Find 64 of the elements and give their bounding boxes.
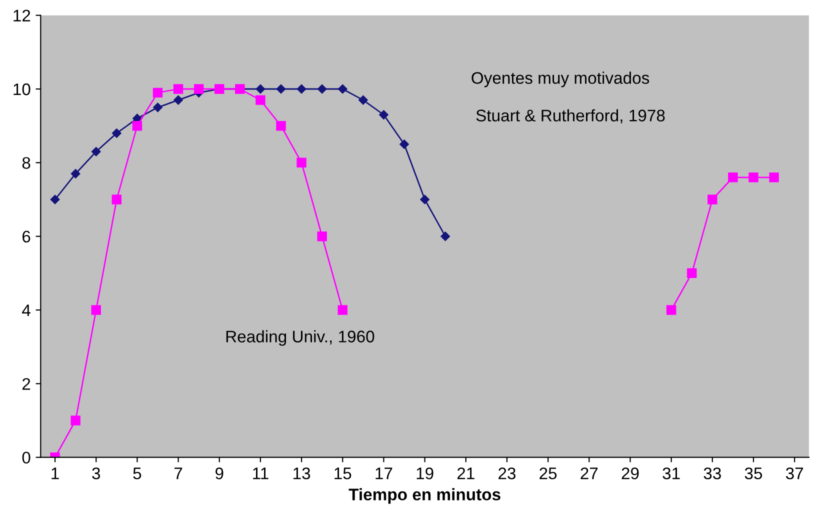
x-tick-label: 31 xyxy=(662,468,680,480)
y-tick-label: 12 xyxy=(14,10,30,22)
point xyxy=(91,305,101,315)
point xyxy=(174,95,183,105)
point xyxy=(112,194,122,204)
x-tick-label: 33 xyxy=(704,468,721,480)
x-tick-label: 9 xyxy=(216,468,224,480)
point xyxy=(50,194,60,204)
y-tick-label: 0 xyxy=(22,452,30,464)
x-tick-label: 37 xyxy=(786,468,803,480)
point xyxy=(358,95,368,105)
annotation: Reading Univ., 1960 xyxy=(226,330,374,346)
annotation: Stuart & Rutherford, 1978 xyxy=(476,109,665,124)
point xyxy=(708,194,718,204)
x-tick-label: 17 xyxy=(376,468,392,480)
point xyxy=(153,102,162,112)
point xyxy=(400,140,409,149)
x-tick-label: 7 xyxy=(174,468,182,480)
point xyxy=(317,231,327,242)
point xyxy=(276,84,286,94)
point xyxy=(194,84,204,94)
point xyxy=(728,172,738,182)
x-tick-label: 5 xyxy=(133,468,142,480)
x-tick-label: 27 xyxy=(580,468,598,480)
point xyxy=(70,416,80,426)
x-tick-label: 19 xyxy=(416,468,434,480)
x-tick-label: 25 xyxy=(540,468,557,480)
point xyxy=(276,120,286,131)
x-tick-label: 35 xyxy=(744,468,762,480)
point xyxy=(338,305,348,315)
point xyxy=(132,120,142,131)
x-tick-label: 15 xyxy=(334,468,352,480)
y-tick-label: 8 xyxy=(22,157,30,169)
x-tick-label: 23 xyxy=(498,468,516,480)
point xyxy=(296,158,306,168)
point xyxy=(91,146,101,156)
point xyxy=(379,110,388,120)
point xyxy=(256,95,266,105)
point xyxy=(173,84,184,94)
y-tick-label: 4 xyxy=(22,304,30,316)
x-tick-label: 21 xyxy=(457,468,474,480)
y-tick-label: 6 xyxy=(22,230,30,243)
point xyxy=(666,305,676,315)
x-tick-label: 11 xyxy=(253,468,268,480)
y-tick-label: 10 xyxy=(14,83,30,96)
x-axis-title: Tiempo en minutos xyxy=(348,488,500,504)
x-tick-label: 13 xyxy=(294,468,310,480)
point xyxy=(440,232,450,241)
y-tick-label: 2 xyxy=(22,378,30,390)
x-tick-label: 29 xyxy=(622,468,639,480)
point xyxy=(296,84,306,94)
point xyxy=(338,84,348,94)
x-tick-label: 3 xyxy=(92,468,100,480)
point xyxy=(112,128,122,138)
point xyxy=(748,172,758,182)
point xyxy=(70,169,80,178)
point xyxy=(769,172,779,182)
annotation: Oyentes muy motivados xyxy=(472,72,650,88)
point xyxy=(256,84,266,94)
point xyxy=(317,84,327,94)
point xyxy=(686,268,697,278)
point xyxy=(420,194,430,204)
point xyxy=(152,88,163,98)
x-tick-label: 1 xyxy=(52,468,59,480)
